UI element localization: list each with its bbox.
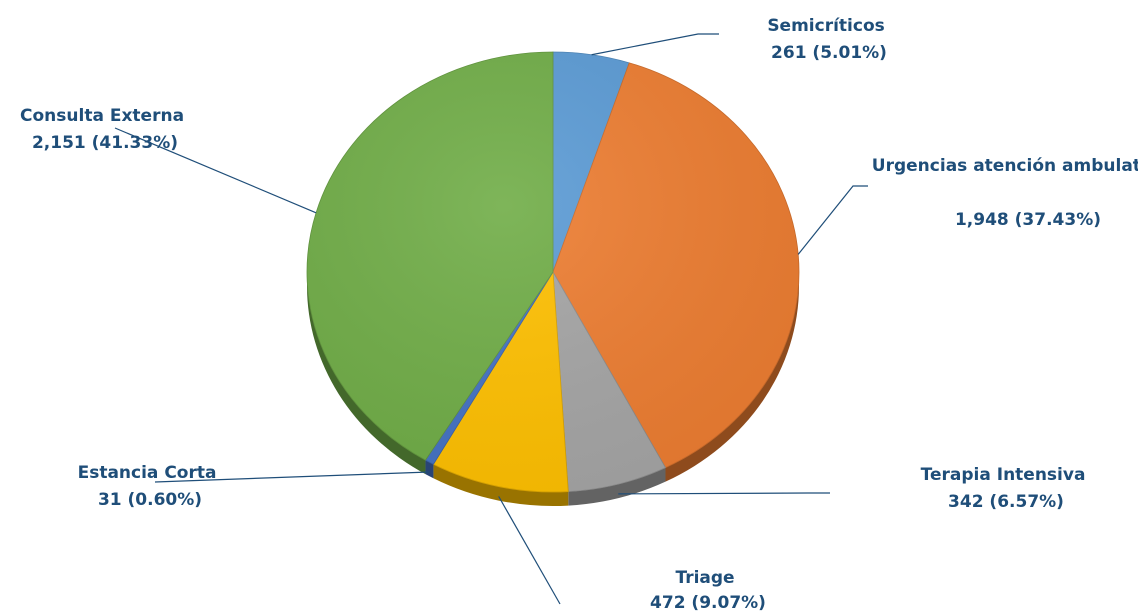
- label-semicriticos: Semicríticos 261 (5.01%): [767, 16, 890, 63]
- slice-name: Consulta Externa: [20, 106, 184, 126]
- leader-line-3: [498, 496, 561, 605]
- slice-name: Estancia Corta: [78, 463, 217, 483]
- label-urgencias: Urgencias atención ambulatoria 1,948 (37…: [872, 156, 1138, 230]
- slice-side-3: [433, 464, 569, 507]
- label-terapia: Terapia Intensiva 342 (6.57%): [921, 465, 1092, 512]
- leader-lines: [114, 33, 868, 605]
- leader-line-0: [591, 33, 719, 56]
- slice-name: Terapia Intensiva: [921, 465, 1086, 485]
- slice-name: Semicríticos: [767, 16, 884, 36]
- slice-value: 1,948 (37.43%): [955, 210, 1101, 230]
- slice-value: 342 (6.57%): [948, 492, 1064, 512]
- leader-line-5: [114, 127, 317, 214]
- label-triage: Triage 472 (9.07%): [650, 568, 766, 612]
- leader-line-1: [797, 185, 868, 255]
- slice-name: Triage: [675, 568, 734, 588]
- slice-value: 261 (5.01%): [771, 43, 887, 63]
- leader-line-4: [154, 471, 430, 483]
- pie-slices: [306, 51, 800, 493]
- slice-value: 472 (9.07%): [650, 593, 766, 612]
- slice-name: Urgencias atención ambulatoria: [872, 156, 1138, 176]
- leader-line-2: [618, 492, 830, 495]
- label-consulta-externa: Consulta Externa 2,151 (41.33%): [20, 106, 190, 153]
- slice-value: 2,151 (41.33%): [32, 133, 178, 153]
- slice-value: 31 (0.60%): [98, 490, 202, 510]
- label-estancia-corta: Estancia Corta 31 (0.60%): [78, 463, 223, 510]
